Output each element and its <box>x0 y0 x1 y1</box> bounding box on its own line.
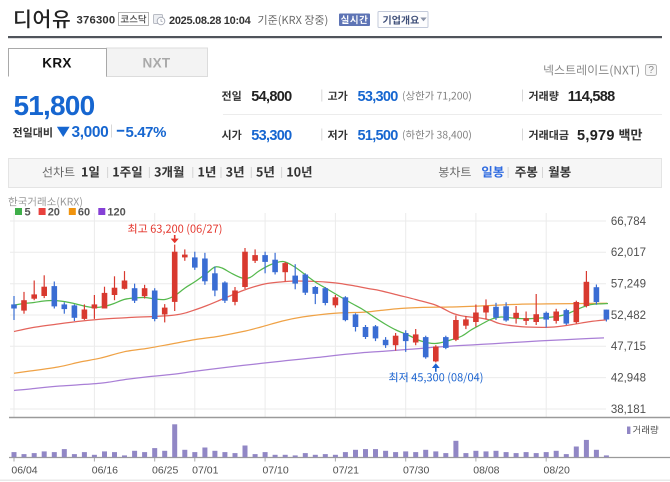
svg-text:47,715: 47,715 <box>611 341 646 353</box>
svg-text:62,017: 62,017 <box>611 247 646 259</box>
svg-text:08/08: 08/08 <box>473 465 499 477</box>
svg-text:120: 120 <box>107 207 125 219</box>
svg-text:5: 5 <box>25 207 31 219</box>
svg-text:66,784: 66,784 <box>611 216 647 228</box>
svg-text:52,482: 52,482 <box>611 310 646 322</box>
svg-text:06/04: 06/04 <box>11 465 37 477</box>
svg-text:114,588: 114,588 <box>568 89 615 105</box>
svg-text:3,000: 3,000 <box>72 124 109 141</box>
svg-text:54,800: 54,800 <box>251 89 292 105</box>
svg-text:07/21: 07/21 <box>333 465 359 477</box>
svg-text:?: ? <box>648 65 654 76</box>
svg-text:06/16: 06/16 <box>92 465 118 477</box>
svg-text:07/30: 07/30 <box>403 465 429 477</box>
svg-text:60: 60 <box>78 207 90 219</box>
svg-text:38,181: 38,181 <box>611 404 646 416</box>
svg-text:NXT: NXT <box>143 56 171 71</box>
svg-text:57,249: 57,249 <box>611 279 646 291</box>
svg-text:51,800: 51,800 <box>14 90 95 121</box>
svg-text:53,300: 53,300 <box>251 128 292 144</box>
svg-text:42,948: 42,948 <box>611 372 646 384</box>
svg-text:5.47%: 5.47% <box>126 124 167 141</box>
svg-text:06/25: 06/25 <box>152 465 178 477</box>
svg-text:08/20: 08/20 <box>544 465 570 477</box>
svg-text:376300: 376300 <box>77 15 116 27</box>
svg-text:51,500: 51,500 <box>358 128 399 144</box>
svg-text:KRX: KRX <box>42 56 71 71</box>
svg-text:07/10: 07/10 <box>262 465 288 477</box>
svg-text:07/01: 07/01 <box>192 465 218 477</box>
svg-text:20: 20 <box>48 207 60 219</box>
svg-text:53,300: 53,300 <box>358 89 399 105</box>
svg-text:2025.08.28 10:04: 2025.08.28 10:04 <box>169 15 252 27</box>
svg-text:5,979: 5,979 <box>577 128 615 144</box>
